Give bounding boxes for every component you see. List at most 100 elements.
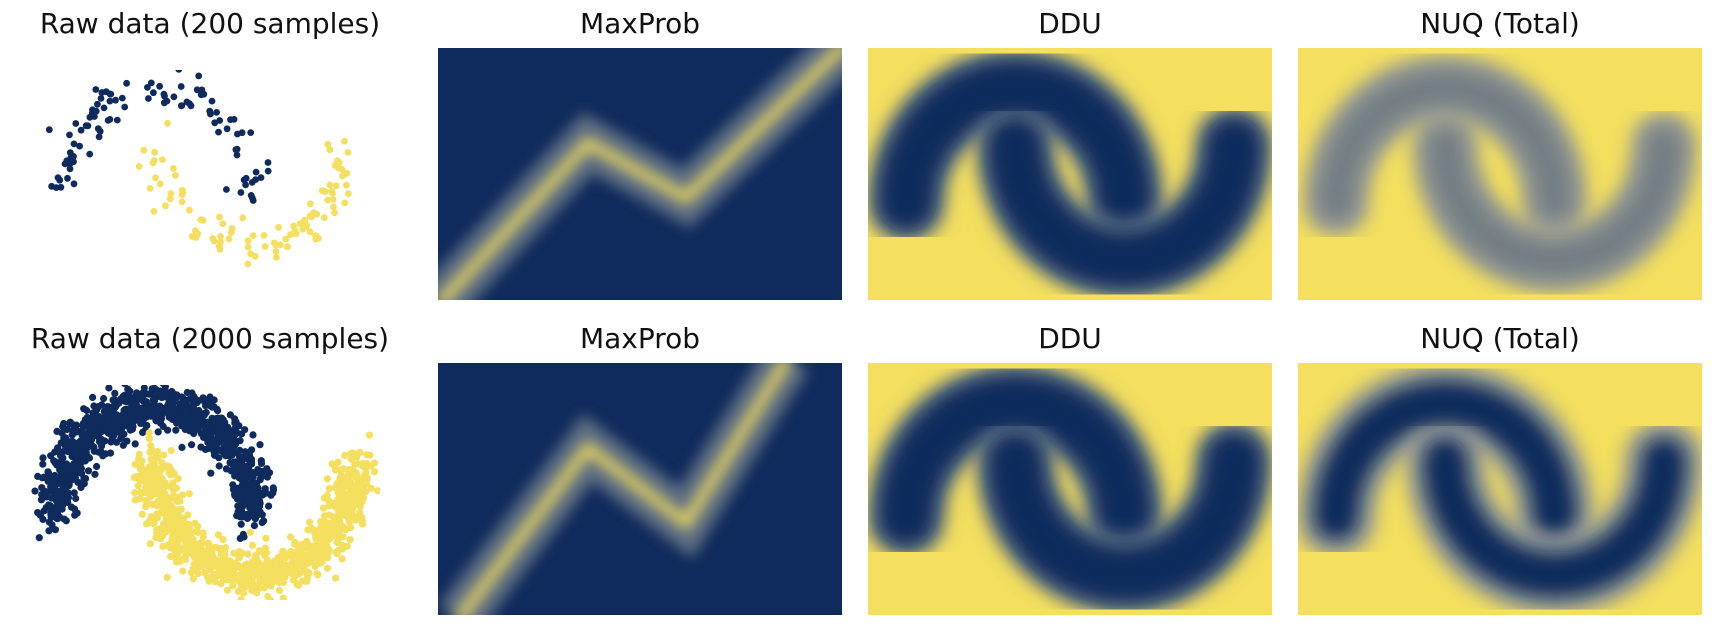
scatter-point (223, 586, 232, 594)
scatter-point (126, 411, 134, 419)
scatter-point (362, 468, 370, 476)
scatter-point (165, 463, 173, 471)
scatter-point (345, 190, 352, 198)
scatter-point (236, 534, 244, 542)
scatter-point (70, 158, 77, 166)
scatter-point (238, 486, 246, 495)
scatter-point (145, 429, 153, 437)
scatter-point (79, 422, 87, 430)
scatter-point (94, 125, 102, 133)
scatter-point (229, 582, 237, 590)
scatter-point (272, 248, 280, 255)
scatter-point (250, 522, 258, 530)
scatter-point (63, 476, 71, 484)
scatter-point (136, 474, 144, 482)
scatter-point (215, 544, 223, 553)
scatter-point (367, 462, 375, 470)
scatter-point (146, 540, 154, 548)
scatter-point (99, 452, 107, 460)
scatter-point (328, 187, 336, 195)
heatmap-maxprob-1 (438, 48, 842, 300)
scatter-point (222, 465, 230, 473)
scatter-point (323, 549, 331, 557)
scatter-point (66, 149, 74, 156)
series-upper-moon (45, 70, 272, 204)
scatter-point (338, 545, 346, 553)
scatter-point (323, 537, 331, 545)
scatter-point (295, 570, 303, 578)
scatter-point (238, 549, 246, 557)
density-region-upper (878, 60, 1153, 231)
scatter-point (273, 566, 281, 574)
scatter-point (233, 151, 241, 159)
scatter-point (287, 231, 294, 239)
scatter-point (253, 479, 261, 487)
scatter-point (71, 474, 79, 482)
scatter-point (208, 403, 216, 411)
scatter-point (84, 122, 92, 130)
scatter-point (118, 429, 126, 437)
scatter-point (324, 140, 332, 148)
scatter-point (306, 228, 314, 236)
scatter-point (89, 393, 97, 401)
scatter-point (210, 418, 218, 426)
scatter-point (220, 575, 228, 584)
scatter-point (184, 511, 192, 519)
scatter-point (341, 199, 349, 207)
scatter-point (140, 146, 148, 154)
scatter-point (268, 577, 276, 586)
scatter-point (332, 574, 340, 582)
uncertainty-region-upper (1319, 71, 1572, 220)
scatter-point (71, 505, 79, 513)
scatter-point (232, 418, 240, 426)
scatter-point (319, 504, 327, 512)
scatter-point (135, 455, 143, 463)
scatter-point (119, 441, 127, 449)
scatter-point (171, 408, 179, 416)
scatter-point (178, 443, 186, 451)
scatter-point (255, 573, 263, 581)
scatter-point (214, 426, 222, 434)
scatter-point (266, 596, 274, 600)
scatter-point (146, 185, 154, 192)
scatter-point (64, 447, 72, 456)
scatter-point (216, 213, 223, 221)
decision-boundary (455, 363, 791, 615)
title-maxprob-1: MaxProb (579, 7, 701, 40)
scatter-point (315, 235, 322, 242)
scatter-point (59, 501, 67, 509)
scatter-point (129, 422, 137, 430)
scatter-point (97, 435, 105, 443)
scatter-point (233, 145, 241, 153)
scatter-point (159, 156, 166, 163)
scatter-point (39, 515, 47, 523)
series-lower-moon (130, 429, 380, 600)
scatter-point (313, 558, 321, 566)
scatter-point (228, 225, 236, 232)
scatter-point (148, 501, 156, 509)
scatter-point (286, 533, 295, 541)
scatter-point (303, 568, 311, 576)
scatter-point (163, 541, 172, 550)
scatter-point (115, 399, 123, 407)
scatter-point (76, 142, 83, 150)
scatter-point (226, 411, 234, 419)
scatter-point (163, 573, 171, 581)
scatter-point (328, 460, 336, 468)
scatter-point (95, 429, 103, 437)
scatter-point (374, 487, 380, 495)
title-nuq-1: NUQ (Total) (1420, 7, 1580, 40)
scatter-point (131, 496, 140, 504)
scatter-point (253, 493, 261, 501)
scatter-point (153, 483, 161, 491)
scatter-point (215, 128, 222, 136)
scatter-point (237, 189, 245, 196)
scatter-point (269, 484, 277, 492)
scatter-point (111, 389, 119, 397)
scatter-point (209, 235, 217, 242)
scatter-point (84, 467, 93, 475)
scatter-point (142, 421, 150, 430)
scatter-point (248, 567, 257, 575)
scatter-point (263, 473, 271, 481)
scatter-point (252, 168, 260, 176)
